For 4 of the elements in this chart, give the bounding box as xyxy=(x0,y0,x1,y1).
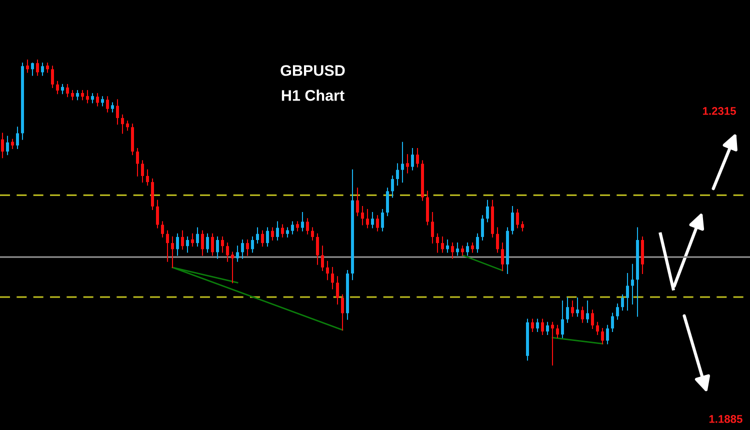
text: 1.2315 xyxy=(703,107,736,115)
chart-title: GBPUSD xyxy=(280,65,345,76)
text: 1.1885 xyxy=(709,415,742,423)
text: H1 Chart xyxy=(282,90,344,101)
